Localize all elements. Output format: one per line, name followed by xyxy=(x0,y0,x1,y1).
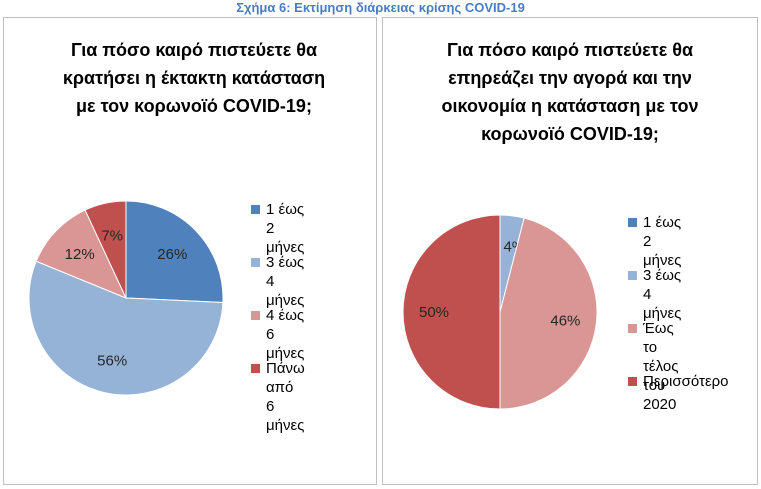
legend-item: 3 έως 4 μήνες xyxy=(251,253,304,310)
legend-swatch xyxy=(251,364,260,373)
legend-label: Έως το τέλος του 2020 xyxy=(643,320,679,413)
legend-item: 3 έως 4 μήνες xyxy=(628,266,681,323)
legend-swatch xyxy=(628,377,637,386)
legend-swatch xyxy=(251,311,260,320)
pie-slice-2 xyxy=(28,260,224,396)
legend-swatch xyxy=(251,258,260,267)
legend-label: Πάνω από 6 μήνες xyxy=(266,360,305,434)
legend-label: 3 έως 4 μήνες xyxy=(266,254,305,309)
legend-label: 4 έως 6 μήνες xyxy=(266,307,305,362)
pie-chart-emergency-duration: 26% 56% 12% 7% xyxy=(28,200,224,396)
data-label: 50% xyxy=(419,304,449,321)
pie-chart-economy-impact-duration: 0%4%46%50% xyxy=(402,214,598,410)
pie-slice-4 xyxy=(402,214,501,410)
legend-item: 4 έως 6 μήνες xyxy=(251,306,304,363)
legend-item: Έως το τέλος του 2020 xyxy=(628,319,678,414)
pie-slice-4 xyxy=(84,200,127,299)
legend-label: 3 έως 4 μήνες xyxy=(643,267,682,322)
legend-swatch xyxy=(628,324,637,333)
legend-label: Περισσότερο xyxy=(643,373,729,390)
chart-title: Για πόσο καιρό πιστεύετε θα κρατήσει η έ… xyxy=(62,40,326,116)
chart-panel-economy-impact: Για πόσο καιρό πιστεύετε θα επηρεάζει τη… xyxy=(382,17,758,485)
legend-item: Περισσότερο xyxy=(628,372,729,391)
legend-swatch xyxy=(628,271,637,280)
legend-label: 1 έως 2 μήνες xyxy=(643,214,682,269)
legend-label: 1 έως 2 μήνες xyxy=(266,201,305,256)
legend-swatch xyxy=(251,205,260,214)
data-label: 12% xyxy=(65,246,95,263)
data-label: 56% xyxy=(97,353,127,370)
figure-caption: Σχήμα 6: Εκτίμηση διάρκειας κρίσης COVID… xyxy=(236,0,525,15)
legend-item: Πάνω από 6 μήνες xyxy=(251,359,305,435)
chart-panel-duration-emergency: Για πόσο καιρό πιστεύετε θα κρατήσει η έ… xyxy=(3,17,377,485)
chart-title: Για πόσο καιρό πιστεύετε θα επηρεάζει τη… xyxy=(441,40,699,144)
data-label: 7% xyxy=(101,228,123,245)
data-label: 46% xyxy=(550,312,580,329)
pie-slice-3 xyxy=(35,209,127,299)
legend-swatch xyxy=(628,218,637,227)
legend-item: 1 έως 2 μήνες xyxy=(628,213,681,270)
pie-slice-1 xyxy=(125,200,224,304)
data-label: 26% xyxy=(157,246,187,263)
pie-slice-3 xyxy=(499,217,598,410)
legend-item: 1 έως 2 μήνες xyxy=(251,200,304,257)
